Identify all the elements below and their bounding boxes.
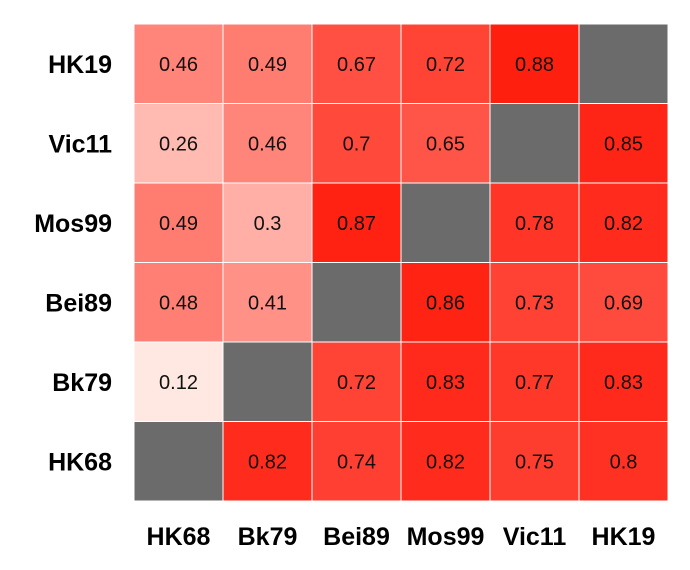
cell-value-label: 0.86: [426, 292, 465, 314]
cell-value-label: 0.88: [515, 54, 554, 76]
heatmap-cell: [578, 103, 669, 184]
heatmap-cell: [489, 262, 580, 343]
heatmap-cell: [311, 182, 402, 263]
heatmap-cell: [222, 182, 313, 263]
cell-value-label: 0.41: [248, 292, 287, 314]
column-label: HK19: [592, 523, 656, 551]
heatmap-cell: [400, 262, 491, 343]
heatmap-cell: [578, 262, 669, 343]
cell-value-label: 0.83: [604, 372, 643, 394]
cell-value-label: 0.85: [604, 133, 643, 155]
cell-value-label: 0.8: [610, 451, 638, 473]
heatmap-cell: [311, 421, 402, 502]
heatmap-cell-empty: [222, 341, 313, 422]
column-label: Vic11: [503, 523, 567, 551]
heatmap-cell: [222, 262, 313, 343]
row-label: Bk79: [52, 369, 112, 397]
cell-value-label: 0.82: [248, 451, 287, 473]
cell-value-label: 0.12: [159, 372, 198, 394]
heatmap-cell: [489, 421, 580, 502]
cell-value-label: 0.46: [159, 54, 198, 76]
heatmap-cell: [578, 341, 669, 422]
row-label: HK19: [48, 51, 112, 79]
column-label: Bk79: [238, 523, 298, 551]
heatmap-cell: [400, 23, 491, 104]
cell-value-label: 0.82: [426, 451, 465, 473]
cell-value-label: 0.78: [515, 213, 554, 235]
heatmap-cell: [311, 23, 402, 104]
heatmap-cell: [133, 103, 224, 184]
heatmap-cell-empty: [489, 103, 580, 184]
heatmap-cell: [222, 23, 313, 104]
row-label: Bei89: [45, 289, 112, 317]
heatmap-cell-empty: [133, 421, 224, 502]
column-label: Bei89: [323, 523, 390, 551]
cell-value-label: 0.74: [337, 451, 376, 473]
heatmap-cell-empty: [400, 182, 491, 263]
heatmap-cell: [133, 262, 224, 343]
cell-value-label: 0.72: [337, 372, 376, 394]
cell-value-label: 0.49: [248, 54, 287, 76]
cell-value-label: 0.65: [426, 133, 465, 155]
row-labels: HK19 Vic11 Mos99 Bei89 Bk79 HK68: [34, 51, 112, 477]
row-label: Vic11: [48, 130, 112, 158]
cell-value-label: 0.3: [254, 213, 282, 235]
cell-value-label: 0.7: [343, 133, 371, 155]
heatmap-cell: [578, 421, 669, 502]
cell-value-label: 0.82: [604, 213, 643, 235]
heatmap-cell: [133, 23, 224, 104]
heatmap-value-labels: 0.46 0.49 0.67 0.72 0.88 0.26 0.46 0.7 0.65 0.85 0…: [159, 54, 643, 474]
heatmap-cell: [489, 182, 580, 263]
cell-value-label: 0.69: [604, 292, 643, 314]
heatmap-cell: [133, 341, 224, 422]
heatmap-cell-empty: [578, 23, 669, 104]
cell-value-label: 0.77: [515, 372, 554, 394]
heatmap-cell: [578, 182, 669, 263]
column-labels: HK68 Bk79 Bei89 Mos99 Vic11 HK19: [147, 523, 656, 551]
row-label: Mos99: [34, 210, 112, 238]
cell-value-label: 0.46: [248, 133, 287, 155]
row-label: HK68: [48, 448, 112, 476]
heatmap-cell-empty: [311, 262, 402, 343]
cell-value-label: 0.83: [426, 372, 465, 394]
heatmap-cell: [489, 23, 580, 104]
cell-value-label: 0.48: [159, 292, 198, 314]
heatmap-cell: [311, 341, 402, 422]
column-label: Mos99: [407, 523, 485, 551]
heatmap-cell: [311, 103, 402, 184]
heatmap-cells: [133, 23, 669, 502]
cell-value-label: 0.26: [159, 133, 198, 155]
heatmap-cell: [400, 421, 491, 502]
cell-value-label: 0.49: [159, 213, 198, 235]
cell-value-label: 0.73: [515, 292, 554, 314]
cell-value-label: 0.75: [515, 451, 554, 473]
heatmap-cell: [400, 341, 491, 422]
cell-value-label: 0.67: [337, 54, 376, 76]
cell-value-label: 0.87: [337, 213, 376, 235]
column-label: HK68: [147, 523, 211, 551]
cell-value-label: 0.72: [426, 54, 465, 76]
